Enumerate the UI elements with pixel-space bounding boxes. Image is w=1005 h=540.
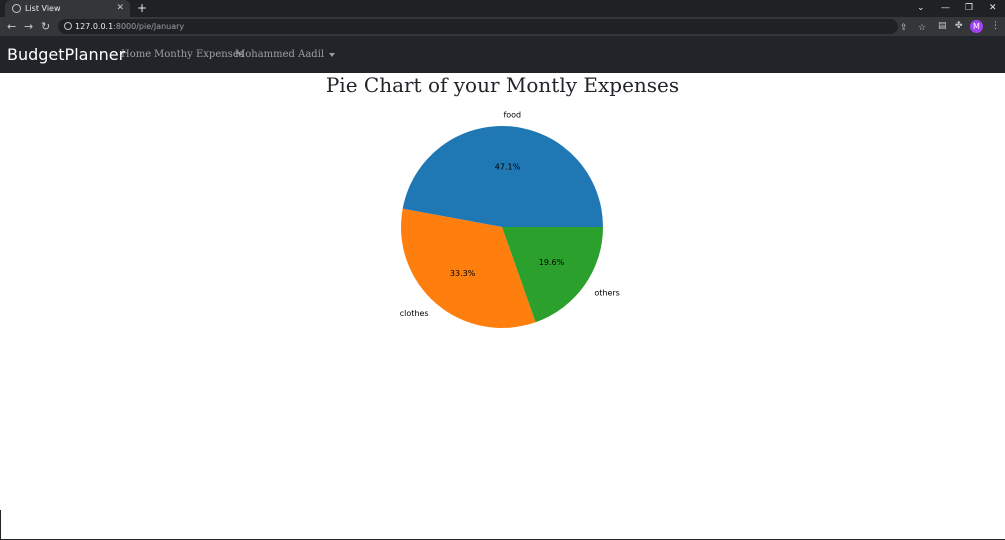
pie-percent-label-clothes: 33.3% [450, 269, 476, 278]
user-name: Mohammed Aadil [235, 49, 325, 60]
caret-down-icon [329, 52, 336, 57]
tab-title: List View [25, 4, 61, 13]
site-info-icon[interactable] [64, 22, 72, 30]
nav-user-dropdown[interactable]: Mohammed Aadil [235, 36, 336, 73]
extensions-icon[interactable]: ✤ [955, 21, 963, 31]
bookmark-star-icon[interactable]: ☆ [918, 23, 927, 33]
address-url[interactable]: 127.0.0.1:8000/pie/January [75, 22, 185, 31]
pie-category-label-clothes: clothes [400, 309, 429, 318]
window-close-icon[interactable]: ✕ [989, 3, 997, 13]
back-icon[interactable]: ← [7, 20, 17, 33]
pie-category-label-food: food [503, 110, 521, 119]
browser-tab[interactable]: List View ✕ [5, 0, 130, 17]
forward-icon[interactable]: → [24, 20, 34, 33]
pie-percent-label-others: 19.6% [539, 258, 565, 267]
window-border-left [0, 510, 1, 540]
close-tab-icon[interactable]: ✕ [116, 3, 124, 13]
browser-tab-strip: List View ✕ + ⌄ — ❐ ✕ [0, 0, 1005, 17]
menu-kebab-icon[interactable]: ⋮ [991, 21, 1000, 31]
expenses-pie-chart: 47.1% food 33.3% clothes 19.6% others [400, 110, 620, 328]
pie-slice-clothes [401, 208, 536, 328]
site-navbar: BudgetPlanner Home Monthy Expenses Moham… [0, 36, 1005, 73]
reload-icon[interactable]: ↻ [41, 20, 51, 33]
address-bar[interactable]: 127.0.0.1:8000/pie/January ⇪ ☆ [58, 19, 926, 34]
browser-toolbar: ← → ↻ 127.0.0.1:8000/pie/January ⇪ ☆ ▤ ✤… [0, 17, 1005, 36]
pie-slice-food [402, 126, 603, 227]
reading-list-icon[interactable]: ▤ [938, 21, 947, 31]
pie-category-label-others: others [594, 288, 619, 297]
new-tab-icon[interactable]: + [137, 1, 148, 15]
page-title: Pie Chart of your Montly Expenses [325, 73, 680, 97]
globe-icon [12, 4, 21, 13]
profile-avatar[interactable]: M [970, 20, 983, 33]
share-icon[interactable]: ⇪ [900, 23, 908, 33]
brand-link[interactable]: BudgetPlanner [7, 45, 126, 64]
tab-search-icon[interactable]: ⌄ [917, 3, 925, 13]
nav-monthly-expenses-link[interactable]: Monthy Expenses [154, 49, 244, 60]
pie-percent-label-food: 47.1% [495, 163, 521, 172]
restore-icon[interactable]: ❐ [965, 3, 974, 13]
nav-home-link[interactable]: Home [121, 49, 152, 60]
minimize-icon[interactable]: — [941, 3, 950, 13]
pie-slice-others [502, 227, 603, 323]
